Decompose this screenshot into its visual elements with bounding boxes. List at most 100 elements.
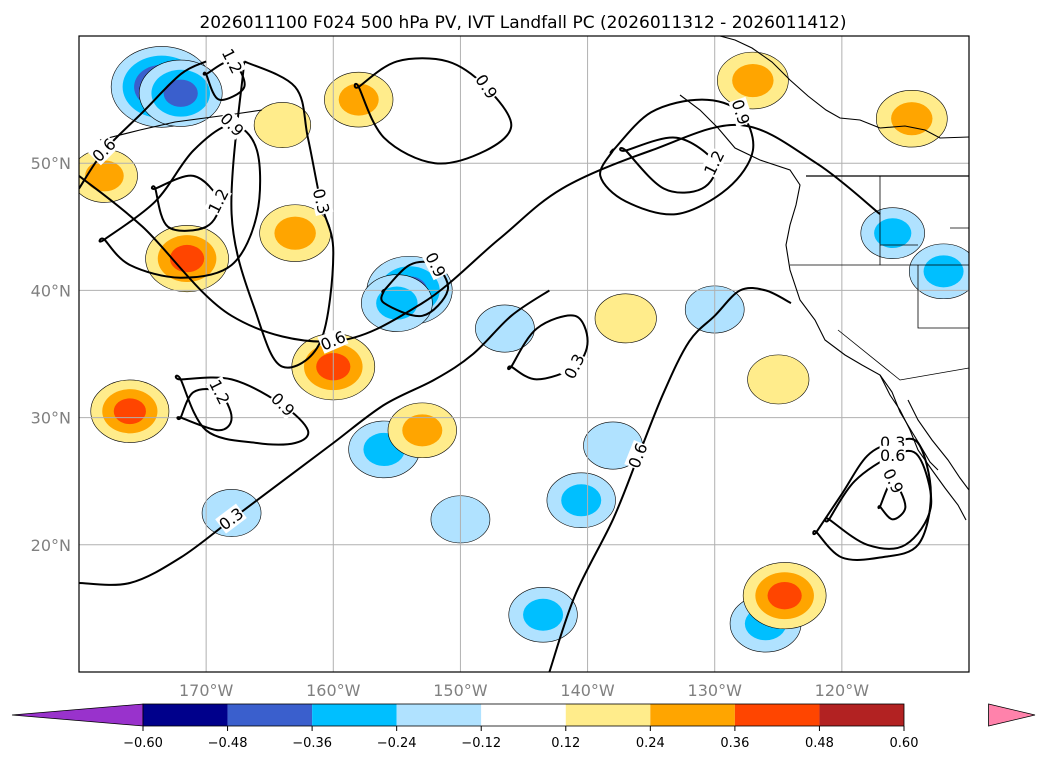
contour-line [619, 136, 717, 194]
contour-line [98, 123, 262, 279]
shading-band [767, 582, 802, 610]
contour-line [79, 60, 207, 190]
lon-tick-label: 150°W [433, 681, 488, 700]
shading-band [891, 102, 933, 136]
coastline [99, 36, 969, 521]
pv-anomaly-blob [324, 71, 394, 128]
contour-label-text: 0.6 [880, 446, 905, 465]
colorbar-segment [312, 704, 397, 726]
colorbar-tick-label: 0.24 [636, 736, 665, 751]
shading-band [169, 244, 205, 273]
lon-tick-label: 120°W [815, 681, 870, 700]
contour-line [176, 387, 233, 432]
contour-line [174, 374, 310, 446]
pv-anomaly-blob [387, 402, 457, 459]
longitude-labels: 170°W 160°W 150°W 140°W 130°W 120°W [179, 681, 869, 700]
lat-tick-label: 30°N [31, 409, 71, 428]
pv-anomaly-blob [908, 243, 969, 300]
colorbar-frame [142, 703, 905, 727]
colorbar: −0.60 −0.48 −0.36 −0.24 −0.12 0.12 0.24 0.36 0.4… [11, 703, 1036, 751]
pv-anomaly-blob [860, 207, 925, 259]
pv-anomaly-blob [594, 293, 657, 344]
shading-band [163, 79, 198, 107]
lat-tick-label: 50°N [31, 154, 71, 173]
colorbar-segments [11, 703, 1036, 727]
pv-anomaly-blob [259, 204, 331, 262]
shading-band [338, 83, 379, 116]
pv-anomaly-blob [138, 59, 223, 127]
pv-anomaly-blob [546, 472, 616, 529]
pv-anomaly-blob [717, 51, 789, 110]
colorbar-extend-low [11, 703, 144, 727]
chart-title: 2026011100 F024 500 hPa PV, IVT Landfall… [199, 13, 846, 33]
contour-line [380, 260, 450, 318]
shading-band [923, 255, 964, 288]
pv-shading-layer [79, 46, 969, 653]
alaska-coast [99, 109, 263, 141]
lon-tick-label: 170°W [179, 681, 234, 700]
north-america-coast [719, 36, 969, 139]
lon-tick-label: 130°W [688, 681, 743, 700]
colorbar-segment [396, 704, 482, 726]
west-coast [679, 94, 967, 521]
pv-anomaly-blob [253, 102, 312, 148]
pv-anomaly-blob [90, 379, 170, 443]
lon-tick-label: 160°W [306, 681, 361, 700]
colorbar-tick-label: 0.60 [890, 736, 919, 751]
contour-line [150, 174, 221, 232]
shading-band [594, 293, 657, 344]
gulf-coast [907, 399, 969, 491]
lat-tick-label: 40°N [31, 281, 71, 300]
colorbar-tick-label: 0.12 [551, 736, 580, 751]
colorbar-segment [650, 704, 735, 726]
pv-anomaly-blob [875, 89, 948, 148]
latitude-labels: 20°N 30°N 40°N 50°N [31, 154, 71, 555]
pv-anomaly-blob [79, 149, 138, 203]
shading-band [85, 160, 124, 192]
shading-band [732, 63, 774, 98]
shading-band [253, 102, 312, 148]
shading-band [561, 484, 602, 517]
colorbar-tick-label: −0.48 [208, 736, 248, 751]
map-panel: 0.30.30.30.30.60.60.6 0.60.90.90.90.90.90… [78, 35, 970, 673]
gridlines [79, 36, 969, 672]
colorbar-segment [143, 704, 228, 726]
colorbar-tick-label: −0.60 [123, 736, 163, 751]
pv-contours [79, 57, 933, 672]
shading-band [113, 398, 146, 425]
colorbar-tick-label: −0.24 [377, 736, 417, 751]
colorbar-extend-high [988, 703, 1036, 727]
shading-band [874, 218, 912, 249]
contour-line [79, 289, 550, 586]
pv-anomaly-blob [508, 587, 578, 643]
colorbar-segment [565, 704, 651, 726]
contour-label: 0.6 [879, 445, 906, 465]
map-frame [78, 35, 970, 673]
pv-anomaly-blob [475, 304, 535, 353]
lon-tick-label: 140°W [560, 681, 615, 700]
colorbar-segment [734, 704, 820, 726]
shading-band [402, 414, 443, 447]
colorbar-tick-label: −0.12 [461, 736, 501, 751]
colorbar-ticks: −0.60 −0.48 −0.36 −0.24 −0.12 0.12 0.24 0.36 0.4… [123, 726, 918, 751]
contour-line [507, 314, 589, 381]
state-border-1 [790, 176, 969, 329]
colorbar-tick-label: −0.36 [292, 736, 332, 751]
colorbar-segment [227, 704, 313, 726]
pv-anomaly-blob [747, 354, 810, 405]
contour-line [824, 449, 933, 550]
contour-line [353, 57, 513, 165]
pv-anomaly-blob [742, 562, 827, 630]
contour-line [548, 287, 792, 672]
colorbar-tick-label: 0.48 [805, 736, 834, 751]
shading-band [475, 304, 535, 353]
colorbar-segment [819, 704, 904, 726]
contour-labels: 0.30.30.30.30.60.60.6 0.60.90.90.90.90.90… [88, 45, 908, 534]
contour-line [599, 98, 755, 216]
shading-band [274, 216, 316, 250]
pv-anomaly-blob [145, 225, 229, 293]
baja-peninsula [879, 374, 939, 471]
shading-band [747, 354, 810, 405]
lat-tick-label: 20°N [31, 536, 71, 555]
